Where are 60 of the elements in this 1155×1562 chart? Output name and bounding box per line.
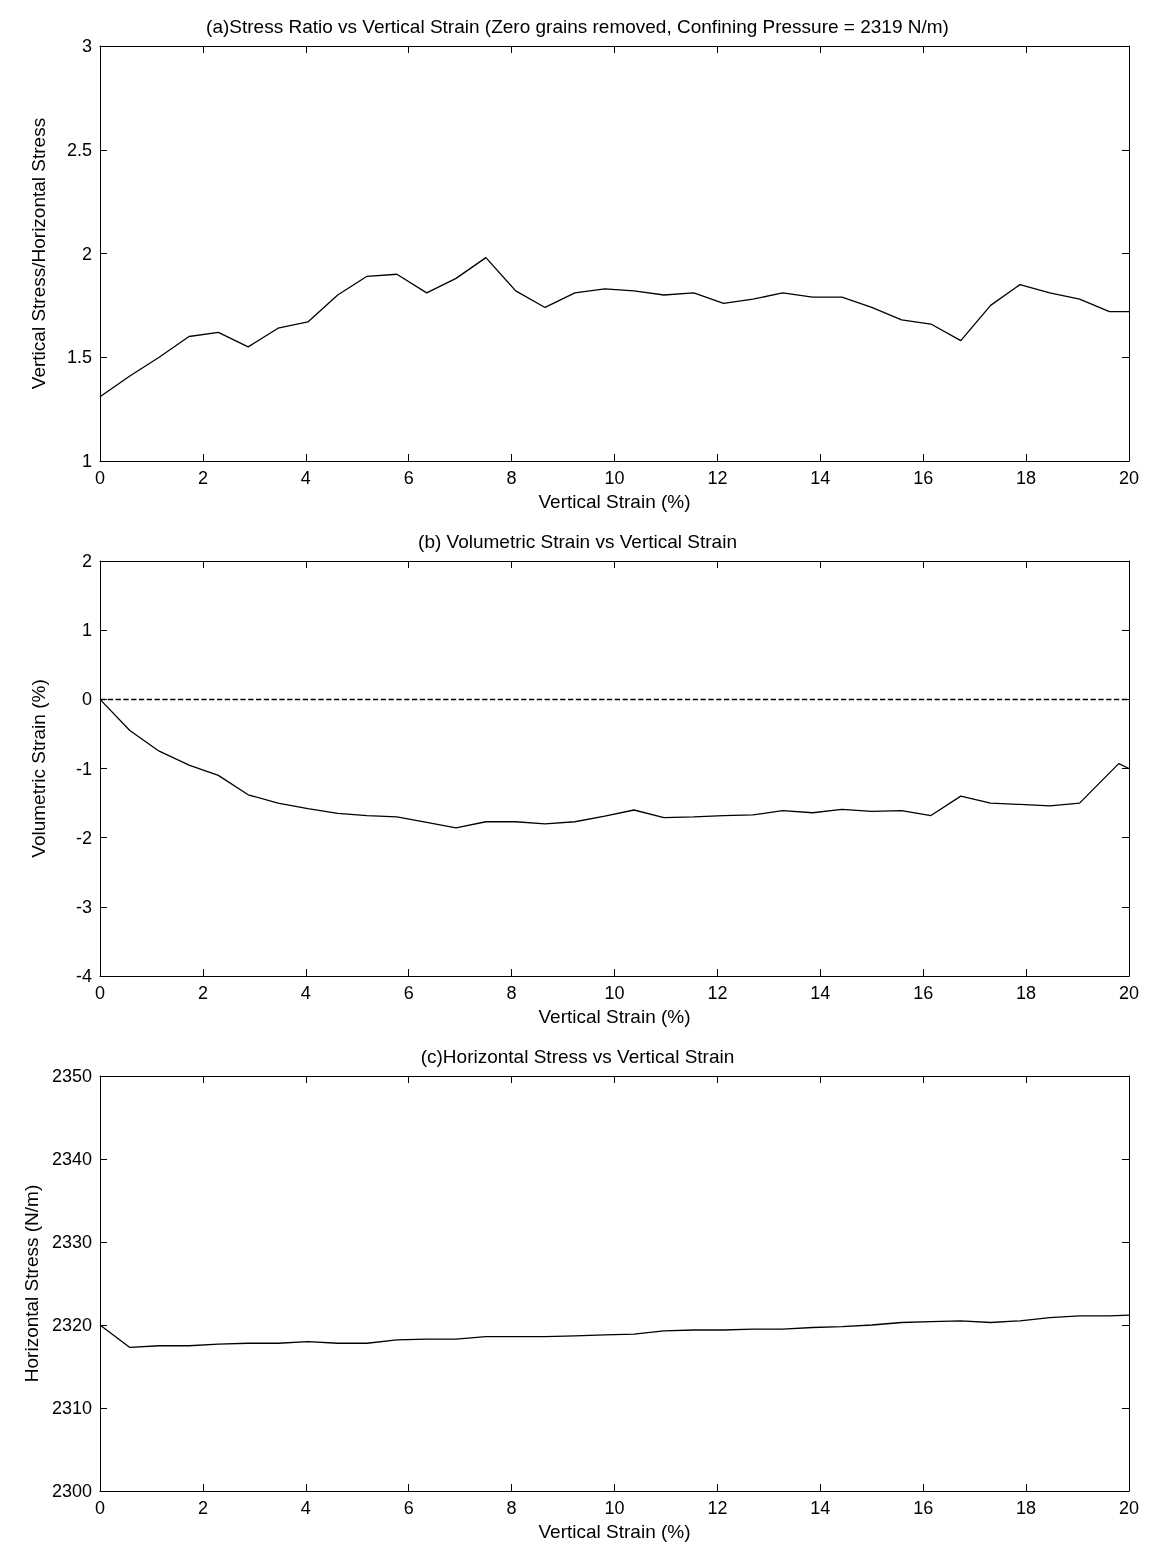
x-tick-label: 8 [506, 1498, 517, 1518]
x-axis-title: Vertical Strain (%) [538, 1520, 691, 1542]
y-tick-label: 2340 [51, 1149, 92, 1169]
y-tick-label: 1 [81, 451, 92, 471]
x-tick-label: 12 [707, 1498, 728, 1518]
x-tick-label: 16 [913, 468, 934, 488]
x-tick-label: 4 [300, 1498, 311, 1518]
x-tick-label: 18 [1016, 468, 1037, 488]
y-tick-label: 0 [81, 689, 92, 710]
x-tick-label: 4 [300, 468, 311, 488]
y-axis-title: Horizontal Stress (N/m) [21, 1184, 43, 1383]
x-tick-label: 20 [1118, 983, 1140, 1003]
x-tick-label: 18 [1016, 983, 1037, 1003]
y-tick-label: -1 [75, 758, 92, 779]
x-tick-label: 6 [403, 468, 414, 488]
x-tick-label: 20 [1118, 1498, 1140, 1518]
y-tick-label: -4 [75, 966, 92, 986]
x-tick-label: 14 [810, 1498, 831, 1518]
y-tick-label: 2.5 [66, 139, 92, 160]
x-tick-label: 0 [94, 1498, 106, 1518]
x-tick-label: 10 [604, 983, 625, 1003]
y-tick-label: -3 [75, 896, 92, 917]
y-axis-title: Vertical Stress/Horizontal Stress [28, 117, 49, 390]
y-tick-label: 2320 [51, 1315, 92, 1335]
y-tick-label: 2310 [51, 1398, 92, 1418]
y-tick-label: 3 [81, 36, 92, 56]
x-tick-label: 0 [94, 468, 106, 488]
x-tick-label: 10 [604, 1498, 625, 1518]
y-tick-label: 1 [81, 620, 92, 641]
x-tick-label: 6 [403, 983, 414, 1003]
x-axis-title: Vertical Strain (%) [538, 490, 691, 512]
x-tick-label: 0 [94, 983, 106, 1003]
y-tick-label: 2 [81, 551, 92, 571]
x-tick-label: 20 [1118, 468, 1140, 488]
x-tick-label: 14 [810, 983, 831, 1003]
x-tick-label: 12 [707, 468, 728, 488]
x-tick-label: 14 [810, 468, 831, 488]
y-tick-label: 2330 [51, 1232, 92, 1252]
x-tick-label: 2 [197, 1498, 208, 1518]
y-tick-label: 2350 [51, 1066, 92, 1086]
x-tick-label: 16 [913, 1498, 934, 1518]
x-tick-label: 10 [604, 468, 625, 488]
chart-title: (b) Volumetric Strain vs Vertical Strain [418, 531, 737, 552]
x-tick-label: 18 [1016, 1498, 1037, 1518]
chart-title: (c)Horizontal Stress vs Vertical Strain [420, 1046, 735, 1067]
x-tick-label: 2 [197, 983, 208, 1003]
x-tick-label: 8 [506, 983, 517, 1003]
x-tick-label: 16 [913, 983, 934, 1003]
x-tick-label: 4 [300, 983, 311, 1003]
y-tick-label: 2300 [51, 1481, 92, 1501]
y-tick-label: -2 [75, 827, 92, 848]
chart-title: (a)Stress Ratio vs Vertical Strain (Zero grains removed, Confining Pressure = 2319 N/m) [206, 16, 949, 37]
x-tick-label: 2 [197, 468, 208, 488]
x-tick-label: 6 [403, 1498, 414, 1518]
x-tick-label: 8 [506, 468, 517, 488]
y-axis-title: Volumetric Strain (%) [28, 679, 49, 858]
x-axis-title: Vertical Strain (%) [538, 1005, 691, 1027]
y-tick-label: 2 [81, 243, 92, 264]
x-tick-label: 12 [707, 983, 728, 1003]
y-tick-label: 1.5 [66, 347, 92, 368]
